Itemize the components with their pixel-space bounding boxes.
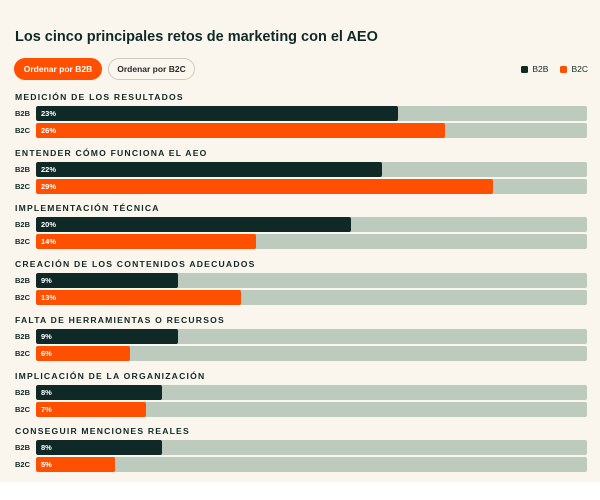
bar-row-b2c: B2C 7%	[15, 402, 587, 417]
data-label: 9%	[41, 276, 52, 285]
bar-row-b2c: B2C 13%	[15, 290, 587, 305]
bar-track: 13%	[36, 290, 587, 305]
bar-b2c	[36, 179, 493, 194]
series-tag: B2C	[15, 405, 31, 414]
bar-row-b2c: B2C 26%	[15, 123, 587, 138]
series-tag: B2C	[15, 126, 31, 135]
legend-item-b2b: B2B	[521, 64, 548, 74]
bar-b2c	[36, 457, 115, 472]
category-group: ENTENDER CÓMO FUNCIONA EL AEO B2B 22% B2C 29…	[15, 148, 587, 198]
bar-track: 9%	[36, 273, 587, 288]
bar-b2c	[36, 123, 446, 138]
bar-row-b2b: B2B 9%	[15, 329, 587, 344]
bar-track: 14%	[36, 234, 587, 249]
bar-row-b2b: B2B 9%	[15, 273, 587, 288]
bar-row-b2c: B2C 14%	[15, 234, 587, 249]
bar-b2c	[36, 402, 147, 417]
series-tag: B2C	[15, 237, 31, 246]
legend-item-b2c: B2C	[560, 64, 588, 74]
series-tag: B2B	[15, 332, 31, 341]
legend-swatch-b2b	[521, 65, 529, 73]
bar-b2b	[36, 162, 383, 177]
series-tag: B2B	[15, 388, 31, 397]
series-tag: B2C	[15, 349, 31, 358]
chart-title: Los cinco principales retos de marketing…	[15, 29, 378, 45]
data-label: 5%	[41, 460, 52, 469]
series-tag: B2B	[15, 165, 31, 174]
bar-b2c	[36, 346, 131, 361]
legend-label-b2c: B2C	[571, 64, 588, 74]
data-label: 13%	[41, 293, 57, 302]
category-group: FALTA DE HERRAMIENTAS O RECURSOS B2B 9% B2C…	[15, 315, 587, 365]
bar-track: 26%	[36, 123, 587, 138]
chart-panel: Los cinco principales retos de marketing…	[0, 0, 600, 482]
series-tag: B2B	[15, 109, 31, 118]
legend-swatch-b2c	[560, 65, 568, 73]
data-label: 8%	[41, 443, 52, 452]
category-label: FALTA DE HERRAMIENTAS O RECURSOS	[15, 315, 225, 325]
data-label: 7%	[41, 405, 52, 414]
category-label: CREACIÓN DE LOS CONTENIDOS ADECUADOS	[15, 259, 256, 269]
legend: B2B B2C	[521, 64, 588, 74]
category-group: CONSEGUIR MENCIONES REALES B2B 8% B2C 5%	[15, 426, 587, 476]
data-label: 26%	[41, 126, 57, 135]
bar-b2c	[36, 234, 257, 249]
bar-track: 5%	[36, 457, 587, 472]
category-group: CREACIÓN DE LOS CONTENIDOS ADECUADOS B2B 9…	[15, 259, 587, 309]
bar-b2b	[36, 385, 162, 400]
sort-b2b-button[interactable]: Ordenar por B2B	[14, 58, 102, 80]
bar-b2b	[36, 217, 351, 232]
series-tag: B2B	[15, 276, 31, 285]
data-label: 20%	[41, 220, 57, 229]
bar-b2b	[36, 273, 178, 288]
data-label: 22%	[41, 165, 57, 174]
bar-track: 8%	[36, 440, 587, 455]
category-group: MEDICIÓN DE LOS RESULTADOS B2B 23% B2C 26%	[15, 92, 587, 142]
bar-track: 22%	[36, 162, 587, 177]
bar-b2b	[36, 440, 162, 455]
data-label: 6%	[41, 349, 52, 358]
bar-row-b2b: B2B 23%	[15, 106, 587, 121]
series-tag: B2C	[15, 182, 31, 191]
category-label: IMPLICACIÓN DE LA ORGANIZACIÓN	[15, 371, 206, 381]
bar-row-b2b: B2B 8%	[15, 385, 587, 400]
bar-track: 9%	[36, 329, 587, 344]
bar-row-b2c: B2C 29%	[15, 179, 587, 194]
bar-track: 23%	[36, 106, 587, 121]
bar-b2b	[36, 106, 399, 121]
series-tag: B2B	[15, 443, 31, 452]
data-label: 9%	[41, 332, 52, 341]
category-label: IMPLEMENTACIÓN TÉCNICA	[15, 203, 160, 213]
category-group: IMPLEMENTACIÓN TÉCNICA B2B 20% B2C 14%	[15, 203, 587, 253]
sort-b2c-button[interactable]: Ordenar por B2C	[108, 58, 195, 80]
category-label: CONSEGUIR MENCIONES REALES	[15, 426, 190, 436]
bar-row-b2c: B2C 5%	[15, 457, 587, 472]
data-label: 14%	[41, 237, 57, 246]
data-label: 29%	[41, 182, 57, 191]
bar-track: 7%	[36, 402, 587, 417]
category-label: ENTENDER CÓMO FUNCIONA EL AEO	[15, 148, 208, 158]
bar-track: 20%	[36, 217, 587, 232]
bar-row-b2b: B2B 8%	[15, 440, 587, 455]
legend-label-b2b: B2B	[532, 64, 549, 74]
category-label: MEDICIÓN DE LOS RESULTADOS	[15, 92, 184, 102]
bar-row-b2b: B2B 20%	[15, 217, 587, 232]
category-group: IMPLICACIÓN DE LA ORGANIZACIÓN B2B 8% B2C 7%	[15, 371, 587, 421]
bar-row-b2b: B2B 22%	[15, 162, 587, 177]
series-tag: B2C	[15, 293, 31, 302]
series-tag: B2B	[15, 220, 31, 229]
series-tag: B2C	[15, 460, 31, 469]
bar-b2c	[36, 290, 241, 305]
data-label: 8%	[41, 388, 52, 397]
bar-row-b2c: B2C 6%	[15, 346, 587, 361]
bar-track: 6%	[36, 346, 587, 361]
bar-track: 8%	[36, 385, 587, 400]
bar-track: 29%	[36, 179, 587, 194]
data-label: 23%	[41, 109, 57, 118]
bar-b2b	[36, 329, 178, 344]
